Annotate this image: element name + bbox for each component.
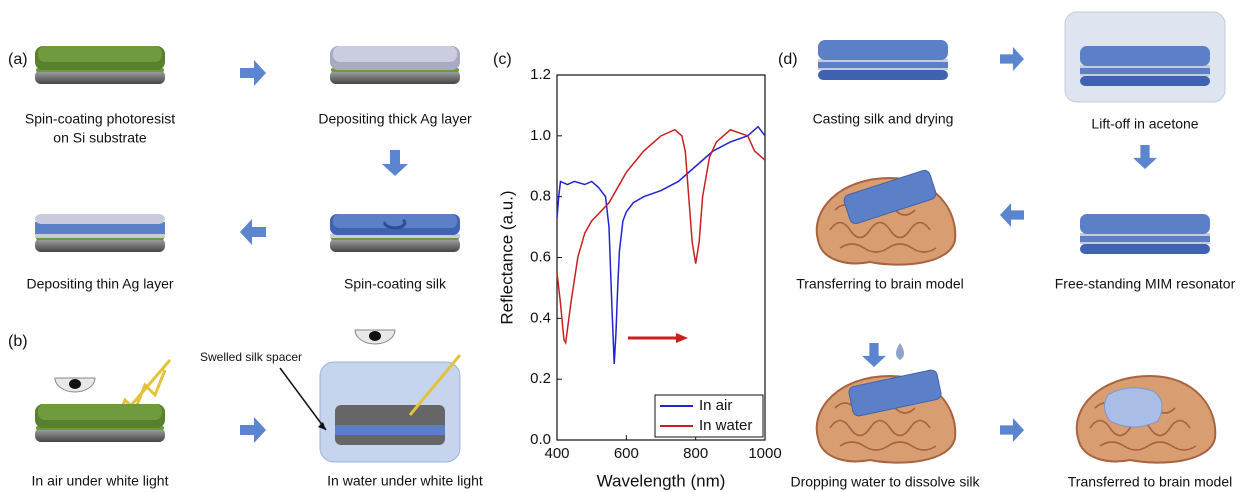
y-axis-title: Reflectance (a.u.) — [497, 190, 516, 324]
step-arrow — [1133, 145, 1157, 169]
sample-slab — [330, 214, 460, 252]
x-tick-label: 800 — [683, 445, 708, 462]
sample-slab — [35, 214, 165, 252]
x-tick-label: 400 — [544, 445, 569, 462]
panel-label: (a) — [8, 51, 28, 68]
series-line — [557, 127, 765, 364]
silk-residue — [1104, 388, 1162, 427]
y-tick-label: 0.6 — [530, 248, 551, 265]
sample-slab — [330, 46, 460, 84]
water-drop — [896, 343, 904, 360]
step-caption: Spin-coating silk — [344, 276, 447, 292]
step-caption: Transferred to brain model — [1068, 474, 1232, 490]
y-tick-label: 0.8 — [530, 188, 551, 205]
plot-frame — [557, 75, 765, 440]
step-caption: Depositing thin Ag layer — [26, 276, 173, 292]
x-tick-label: 1000 — [748, 445, 781, 462]
step-arrow — [240, 417, 266, 443]
step-arrow — [240, 219, 266, 245]
step-arrow — [1000, 203, 1024, 227]
step-caption: Casting silk and drying — [813, 111, 954, 127]
panel-label: (d) — [778, 51, 798, 68]
step-caption: Lift-off in acetone — [1091, 116, 1198, 132]
x-tick-label: 600 — [614, 445, 639, 462]
legend-label: In water — [699, 417, 752, 434]
sample-slab — [818, 40, 948, 80]
eye-pupil — [69, 379, 81, 389]
step-caption: Dropping water to dissolve silk — [790, 474, 980, 490]
annotation: Swelled silk spacer — [200, 350, 302, 364]
silk-layer — [335, 425, 445, 435]
sample-slab — [1080, 46, 1210, 86]
step-caption: In air under white light — [32, 473, 169, 489]
step-arrow — [382, 150, 408, 176]
y-tick-label: 0.2 — [530, 370, 551, 387]
step-caption: on Si substrate — [53, 130, 147, 146]
step-arrow — [1000, 47, 1024, 71]
step-caption: Free-standing MIM resonator — [1055, 276, 1236, 292]
panel-label: (b) — [8, 333, 28, 350]
series-line — [557, 130, 765, 343]
legend-label: In air — [699, 397, 732, 414]
shift-arrowhead — [676, 333, 688, 343]
sample-slab — [1080, 214, 1210, 254]
eye-pupil — [369, 331, 381, 341]
step-caption: Transferring to brain model — [796, 276, 964, 292]
step-arrow — [862, 343, 886, 367]
x-axis-title: Wavelength (nm) — [597, 471, 726, 490]
sample-slab — [35, 46, 165, 84]
step-arrow — [1000, 418, 1024, 442]
step-caption: Spin-coating photoresist — [25, 111, 175, 127]
sample-slab — [35, 404, 165, 442]
panel-label: (c) — [493, 51, 512, 68]
figure: (a) Spin-coating photoresist on Si subst… — [0, 0, 1257, 492]
y-tick-label: 0.4 — [530, 309, 551, 326]
step-caption: In water under white light — [327, 473, 483, 489]
y-tick-label: 1.0 — [530, 127, 551, 144]
step-caption: Depositing thick Ag layer — [318, 111, 472, 127]
y-tick-label: 1.2 — [530, 66, 551, 83]
step-arrow — [240, 60, 266, 86]
annotation-arrow — [280, 368, 326, 430]
